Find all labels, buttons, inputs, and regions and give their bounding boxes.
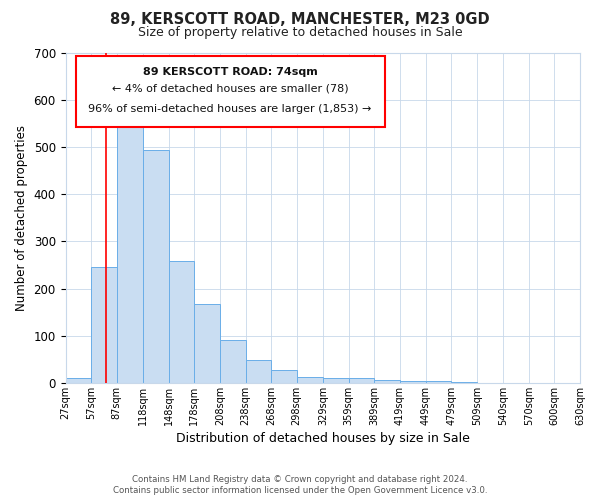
Bar bbox=[220, 340, 245, 383]
Text: Size of property relative to detached houses in Sale: Size of property relative to detached ho… bbox=[137, 26, 463, 39]
Bar bbox=[143, 150, 169, 383]
Bar bbox=[169, 261, 194, 383]
Y-axis label: Number of detached properties: Number of detached properties bbox=[15, 124, 28, 310]
Text: 96% of semi-detached houses are larger (1,853) →: 96% of semi-detached houses are larger (… bbox=[88, 104, 372, 114]
Bar bbox=[349, 378, 374, 383]
Bar bbox=[297, 377, 323, 383]
FancyBboxPatch shape bbox=[76, 56, 385, 127]
Bar bbox=[400, 382, 425, 383]
Text: ← 4% of detached houses are smaller (78): ← 4% of detached houses are smaller (78) bbox=[112, 84, 349, 94]
X-axis label: Distribution of detached houses by size in Sale: Distribution of detached houses by size … bbox=[176, 432, 470, 445]
Bar bbox=[323, 378, 349, 383]
Bar bbox=[451, 382, 477, 383]
Bar bbox=[194, 304, 220, 383]
Text: Contains public sector information licensed under the Open Government Licence v3: Contains public sector information licen… bbox=[113, 486, 487, 495]
Bar bbox=[374, 380, 400, 383]
Bar bbox=[65, 378, 91, 383]
Text: 89, KERSCOTT ROAD, MANCHESTER, M23 0GD: 89, KERSCOTT ROAD, MANCHESTER, M23 0GD bbox=[110, 12, 490, 28]
Bar bbox=[271, 370, 297, 383]
Bar bbox=[117, 112, 143, 383]
Bar bbox=[245, 360, 271, 383]
Bar bbox=[425, 382, 451, 383]
Text: Contains HM Land Registry data © Crown copyright and database right 2024.: Contains HM Land Registry data © Crown c… bbox=[132, 475, 468, 484]
Text: 89 KERSCOTT ROAD: 74sqm: 89 KERSCOTT ROAD: 74sqm bbox=[143, 68, 317, 78]
Bar bbox=[91, 268, 117, 383]
